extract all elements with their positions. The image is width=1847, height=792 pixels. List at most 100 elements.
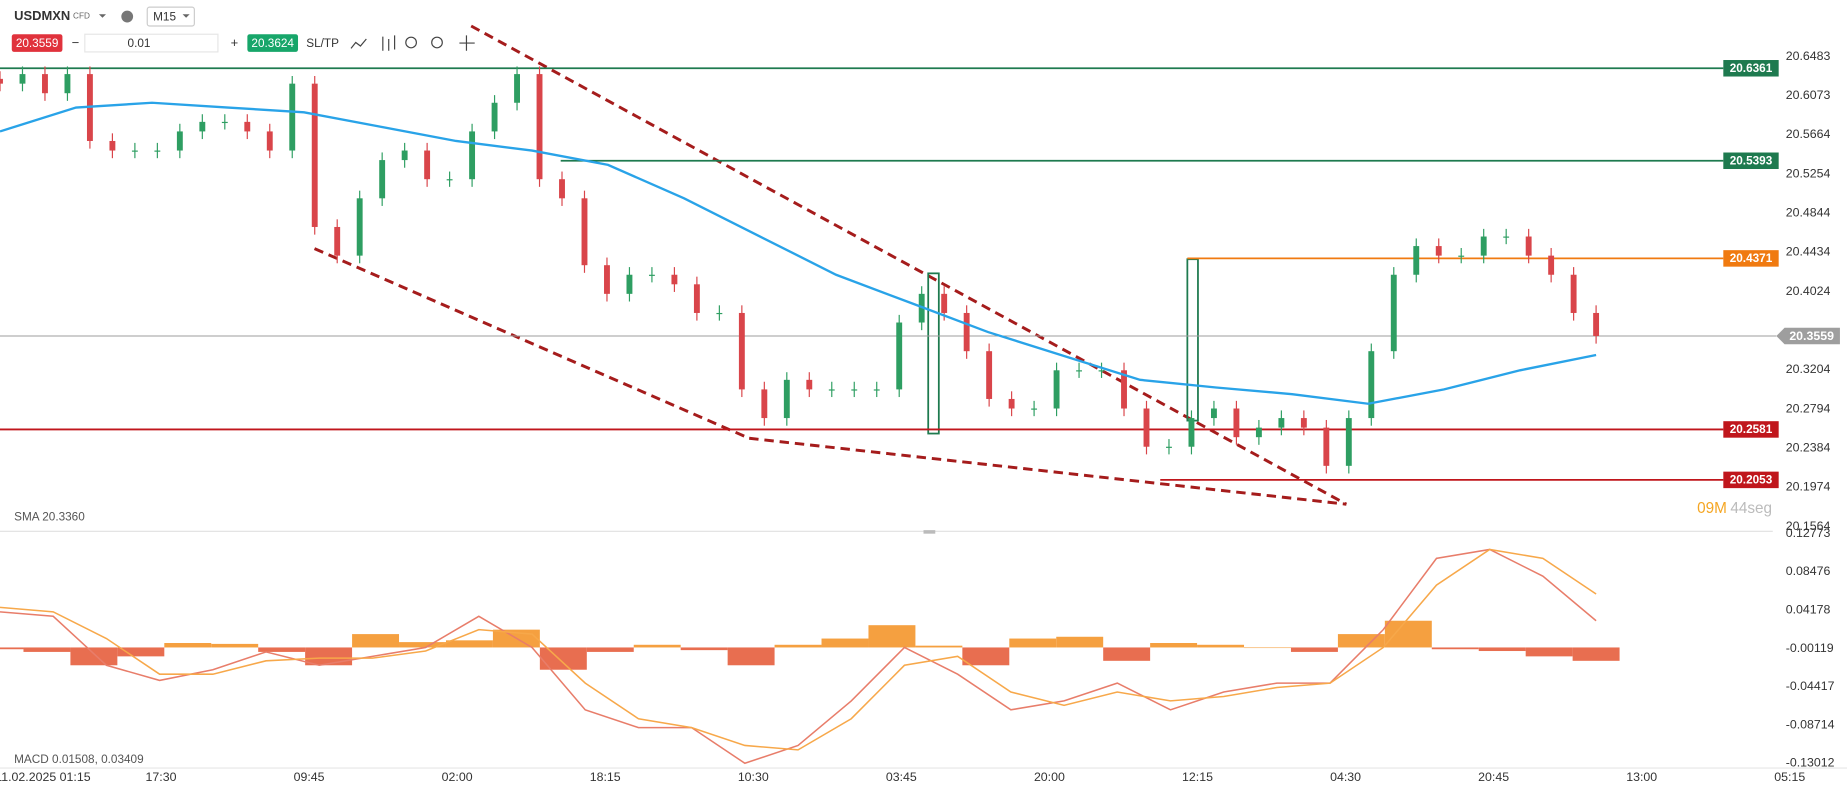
candle [1008,398,1015,409]
timeframe: M15 [153,10,176,23]
time-label: 20:45 [1478,770,1509,784]
price-tick-label: 20.6483 [1786,49,1831,63]
info-icon[interactable] [121,10,134,23]
lot-size: 0.01 [128,37,151,50]
buy-button[interactable] [247,34,299,52]
candle-tool-icon[interactable] [382,35,396,51]
macd-tick-label: 0.08476 [1786,564,1831,578]
time-label: 17:30 [146,770,177,784]
level-label: 20.6361 [1730,62,1773,75]
macd-histogram-bar [1290,647,1338,652]
macd-histogram-bar [1337,634,1385,648]
candle [221,121,228,124]
macd-tick-label: -0.04417 [1786,679,1835,693]
level-label: 20.2053 [1730,474,1773,487]
macd-histogram-bar [680,647,728,651]
trendline [470,24,1348,506]
macd-histogram-bar [445,640,493,648]
macd-histogram-bar [586,647,634,652]
macd-histogram-bar [70,647,118,666]
price-tick-label: 20.4434 [1786,245,1831,259]
last-price-label: 20.3559 [1789,329,1834,343]
price-tick-label: 20.3204 [1786,362,1831,376]
time-label: 13:00 [1626,770,1657,784]
macd-histogram-bar [1478,647,1526,652]
time-label: 11.02.2025 01:15 [0,770,91,784]
candle [469,131,476,180]
candle [559,179,565,199]
zoom-in-icon[interactable] [431,36,443,49]
level-tag [1723,250,1779,267]
countdown-minutes: 09M [1697,500,1727,517]
move-icon[interactable] [459,35,475,51]
candle [1188,418,1195,447]
candle [1458,255,1465,257]
level-tag [1723,471,1779,489]
sma-legend: SMA 20.3360 [14,510,85,523]
macd-histogram-bar [117,647,165,657]
price-tick-label: 20.2794 [1786,401,1831,415]
candle [1076,370,1082,372]
panel-handle[interactable] [923,530,936,534]
candle [1413,246,1420,275]
candle [626,274,633,294]
macd-legend: MACD 0.01508, 0.03409 [14,753,144,766]
price-tick-label: 20.6073 [1786,88,1831,102]
level-tag [1723,152,1779,170]
candle [1525,236,1532,256]
sell-button[interactable] [11,34,63,52]
signal-line [0,548,1597,751]
line-tool-icon[interactable] [350,38,367,49]
macd-histogram-bar [1009,638,1057,648]
macd-histogram-bar [305,647,353,666]
candle [199,121,206,132]
candle [1480,236,1487,256]
lot-input[interactable] [84,33,219,53]
dropdown-arrow[interactable] [98,14,107,18]
candle [1278,418,1285,428]
candle [109,140,116,151]
zoom-out-icon[interactable] [405,36,417,49]
candle [19,74,26,84]
candle [334,226,341,256]
macd-tick-label: 0.04178 [1786,603,1831,617]
candle [1503,236,1510,238]
candle [311,83,318,227]
trendline [313,247,750,440]
sma-line [0,101,1597,405]
price-tick-label: 20.1974 [1786,480,1831,494]
last-price-tag [1776,327,1840,345]
candle [266,131,273,151]
macd-histogram-bar [821,638,869,648]
minus-button[interactable]: − [72,35,80,50]
candle [424,150,431,180]
level-label: 20.2581 [1730,423,1773,436]
price-tick-label: 20.4844 [1786,205,1831,219]
candle [491,102,498,132]
level-label: 20.5393 [1730,154,1773,167]
macd-histogram-bar [727,647,775,666]
macd-histogram-bar [211,643,259,648]
symbol[interactable]: USDMXN [14,8,70,23]
candle [1210,408,1217,419]
plus-button[interactable]: + [231,35,239,50]
macd-histogram-bar [774,644,822,648]
macd-histogram-bar [539,647,587,670]
macd-histogram-bar [23,647,71,652]
candle [1053,370,1060,409]
price-tick-label: 20.2384 [1786,441,1831,455]
candle [581,198,588,266]
timeframe-box[interactable] [146,6,195,27]
ask-price: 20.3624 [251,37,294,50]
candle [176,131,183,151]
macd-histogram-bar [1103,647,1151,661]
candle [604,265,610,294]
macd-histogram-bar [1431,647,1479,650]
sltp-button[interactable]: SL/TP [306,37,339,50]
time-label: 02:00 [442,770,473,784]
candle [1098,370,1105,372]
trendline [749,436,1347,506]
box-drawing [927,272,940,435]
